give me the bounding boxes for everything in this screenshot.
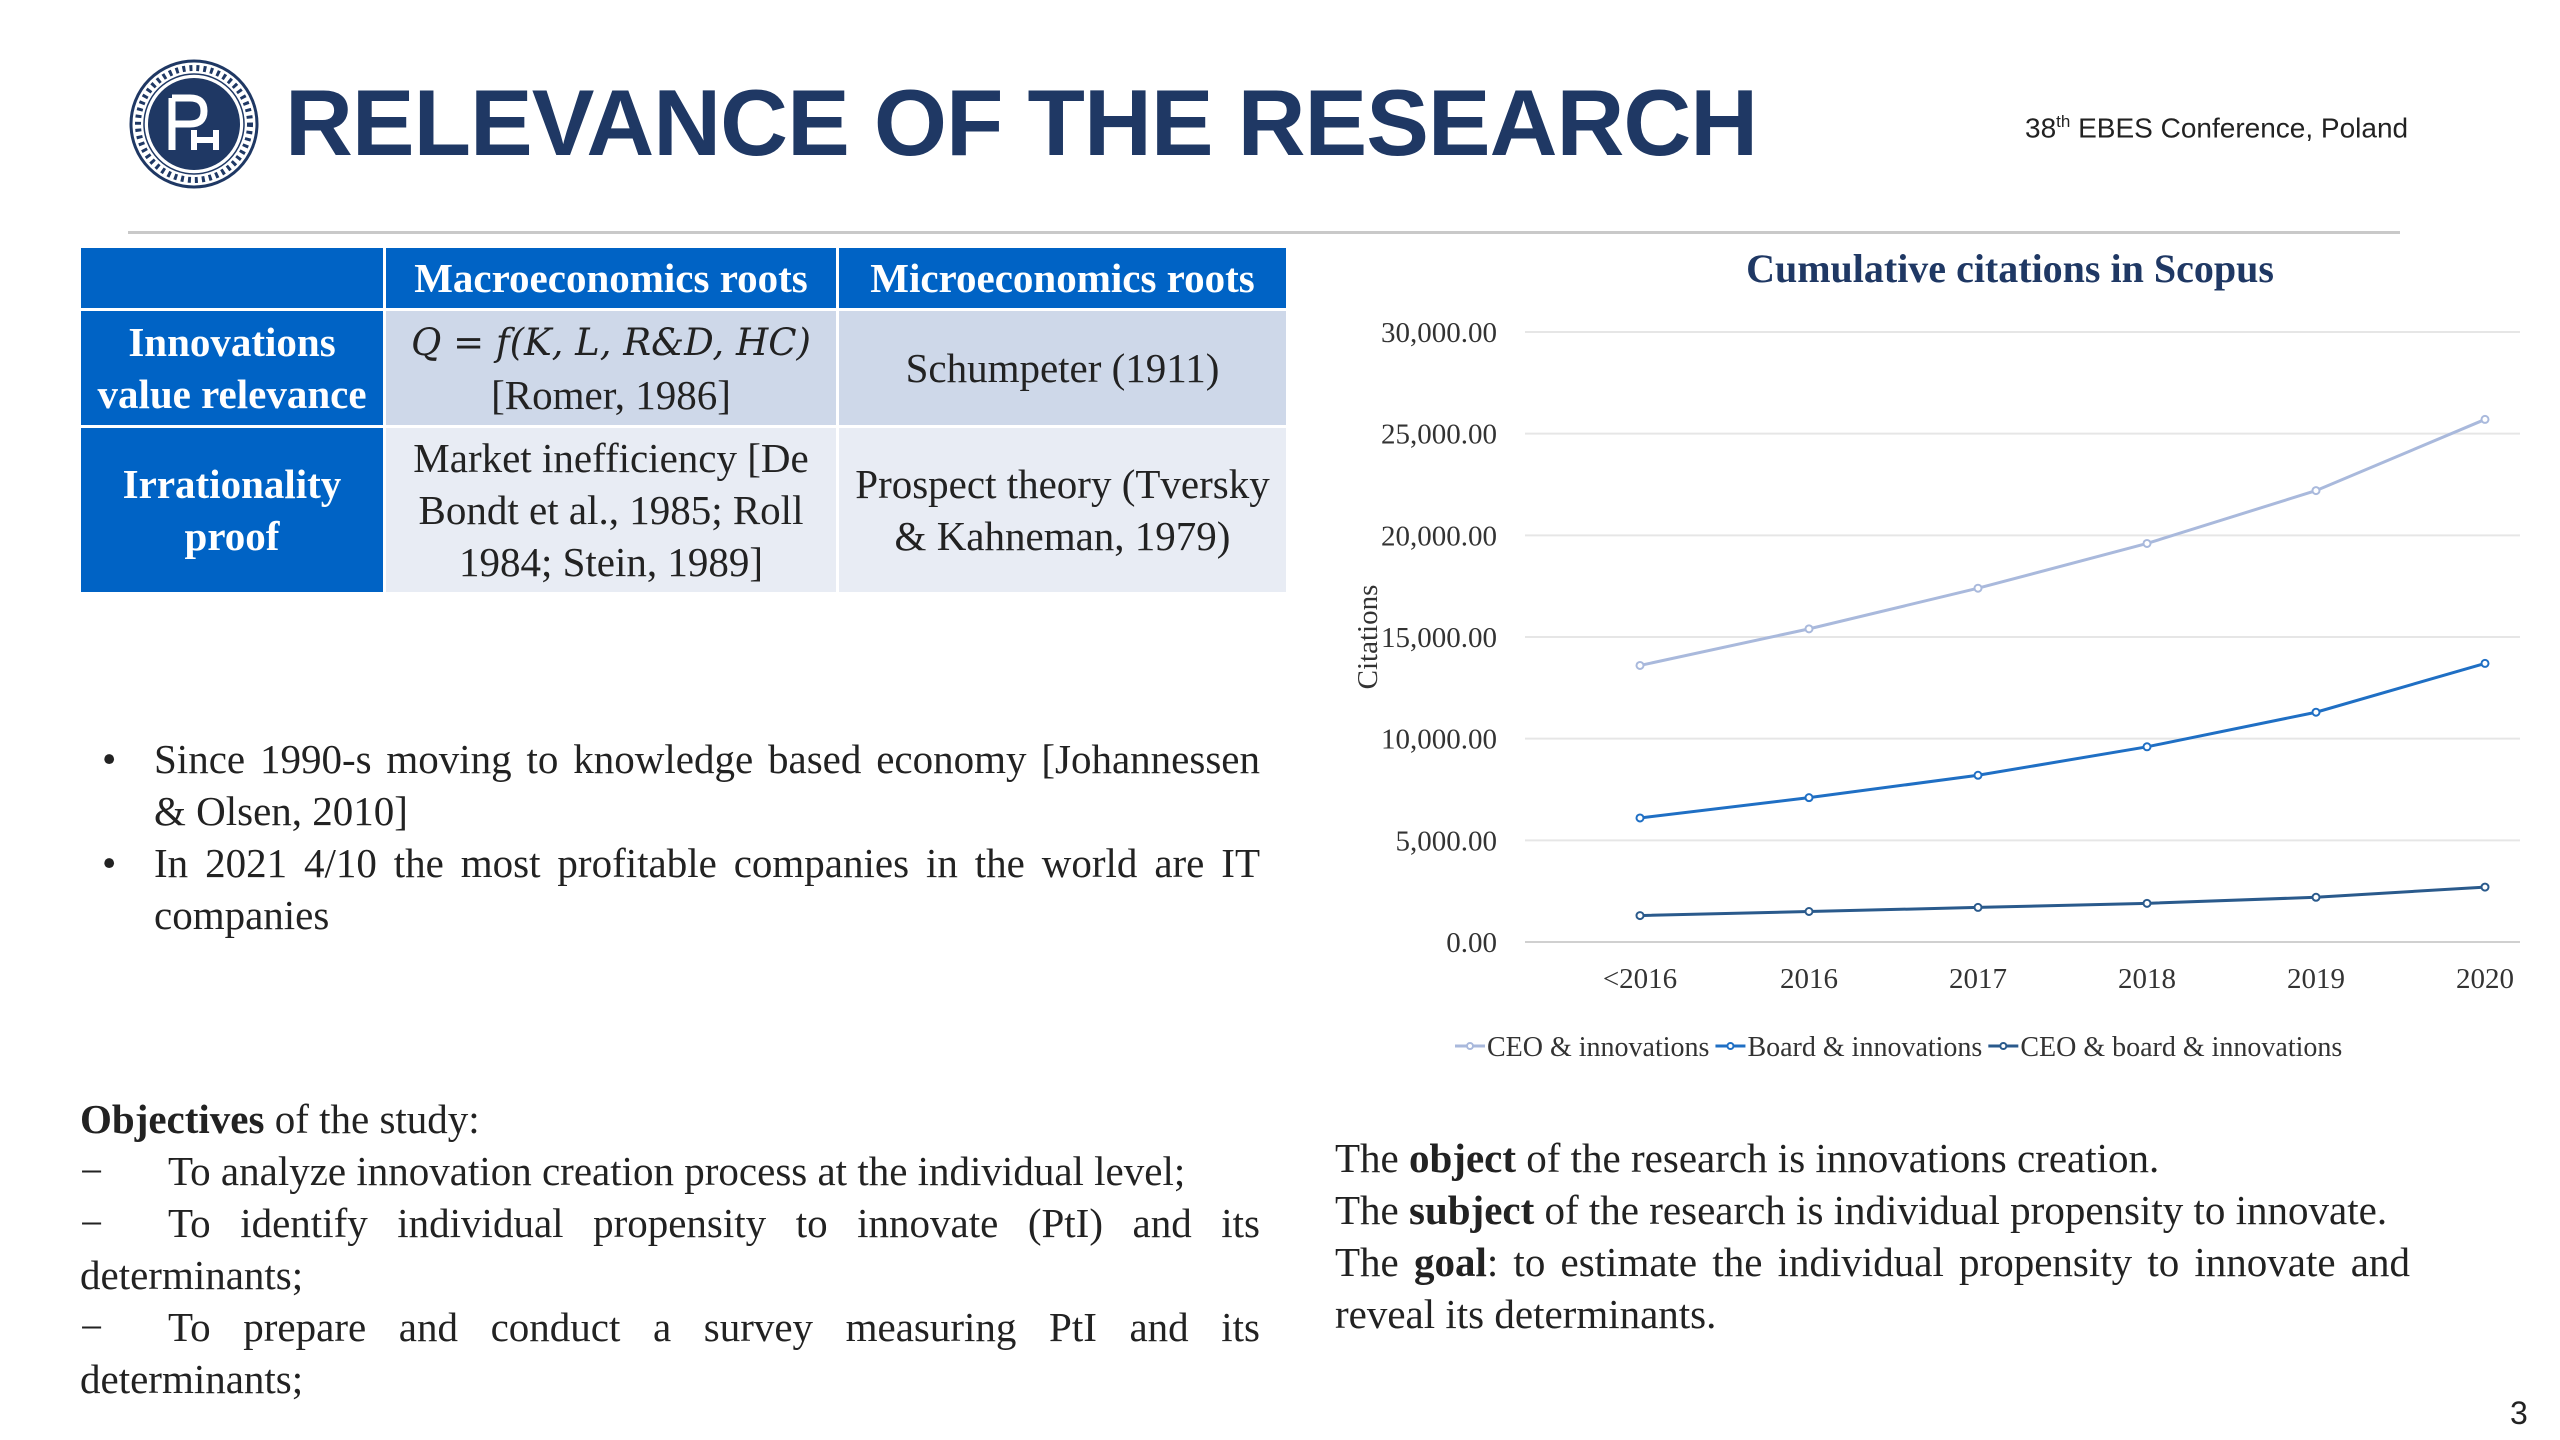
objectives-heading-bold: Objectives bbox=[80, 1096, 265, 1142]
y-tick-label: 15,000.00 bbox=[1381, 622, 1497, 654]
legend-marker bbox=[1726, 1042, 1735, 1050]
cell-micro-irrationality: Prospect theory (Tversky & Kahneman, 197… bbox=[836, 425, 1289, 595]
conference-name: EBES Conference, Poland bbox=[2070, 112, 2409, 144]
data-point bbox=[1635, 813, 1645, 823]
objective-text: To identify individual propensity to inn… bbox=[80, 1200, 1260, 1298]
objective-item: − To identify individual propensity to in… bbox=[80, 1197, 1260, 1301]
cell-macro-innovations: Q = f(K, L, R&D, HC) [Romer, 1986] bbox=[383, 308, 839, 428]
x-tick-label: <2016 bbox=[1603, 963, 1677, 995]
table-row: Irrationality proof Market inefficiency … bbox=[78, 425, 1289, 595]
data-point bbox=[2311, 892, 2321, 902]
data-point bbox=[2311, 486, 2321, 496]
series-line bbox=[1639, 661, 2486, 820]
cell-micro-innovations: Schumpeter (1911) bbox=[836, 308, 1289, 428]
y-tick-label: 30,000.00 bbox=[1381, 317, 1497, 349]
data-point bbox=[2142, 538, 2152, 548]
legend-marker bbox=[1999, 1042, 2008, 1050]
data-point bbox=[1973, 902, 1983, 912]
cell-macro-irrationality: Market inefficiency [De Bondt et al., 19… bbox=[383, 425, 839, 595]
object-post: of the research is innovations creation. bbox=[1516, 1135, 2160, 1181]
research-definition-block: The object of the research is innovation… bbox=[1335, 1132, 2410, 1340]
goal-sentence: The goal: to estimate the individual pro… bbox=[1335, 1236, 2410, 1340]
objective-item: − To analyze innovation creation process … bbox=[80, 1145, 1260, 1197]
data-point bbox=[2142, 742, 2152, 752]
university-logo bbox=[129, 59, 259, 189]
row-label-innovations: Innovations value relevance bbox=[78, 308, 386, 428]
object-pre: The bbox=[1335, 1135, 1409, 1181]
legend-marker bbox=[1466, 1042, 1474, 1050]
romer-reference: [Romer, 1986] bbox=[491, 372, 731, 418]
table-corner-cell bbox=[78, 245, 386, 311]
header-macro: Macroeconomics roots bbox=[383, 245, 839, 311]
subject-pre: The bbox=[1335, 1187, 1409, 1233]
row-label-irrationality: Irrationality proof bbox=[78, 425, 386, 595]
data-point bbox=[1635, 660, 1645, 670]
data-point bbox=[2480, 658, 2490, 668]
chart-title: Cumulative citations in Scopus bbox=[1746, 246, 2274, 291]
objectives-heading: Objectives of the study: bbox=[80, 1093, 1260, 1145]
objectives-heading-rest: of the study: bbox=[264, 1096, 480, 1142]
x-tick-label: 2020 bbox=[2456, 963, 2514, 995]
subject-sentence: The subject of the research is individua… bbox=[1335, 1184, 2410, 1236]
data-point bbox=[1635, 911, 1645, 921]
conference-ordinal: th bbox=[2056, 112, 2071, 131]
conference-label: 38th EBES Conference, Poland bbox=[2025, 112, 2408, 144]
legend-label: CEO & innovations bbox=[1487, 1032, 1709, 1063]
object-sentence: The object of the research is innovation… bbox=[1335, 1132, 2410, 1184]
goal-bold: goal bbox=[1413, 1239, 1487, 1285]
data-point bbox=[2480, 882, 2490, 892]
data-point bbox=[1973, 770, 1983, 780]
y-tick-label: 20,000.00 bbox=[1381, 520, 1497, 552]
objective-text: To prepare and conduct a survey measurin… bbox=[80, 1304, 1260, 1402]
objectives-block: Objectives of the study: − To analyze inn… bbox=[80, 1093, 1260, 1405]
x-tick-label: 2017 bbox=[1949, 963, 2007, 995]
data-point bbox=[2480, 414, 2490, 424]
x-tick-label: 2016 bbox=[1780, 963, 1838, 995]
objective-item: − To prepare and conduct a survey measuri… bbox=[80, 1301, 1260, 1405]
object-bold: object bbox=[1409, 1135, 1517, 1181]
relevance-bullets: Since 1990-s moving to knowledge based e… bbox=[100, 733, 1260, 941]
citations-chart: Cumulative citations in Scopus 0.00 5,000.… bbox=[1352, 246, 2520, 1063]
objective-text: To analyze innovation creation process a… bbox=[168, 1148, 1186, 1194]
goal-pre: The bbox=[1335, 1239, 1414, 1285]
data-point bbox=[2311, 707, 2321, 717]
conference-number: 38 bbox=[2025, 112, 2057, 144]
table-header-row: Macroeconomics roots Microeconomics root… bbox=[78, 245, 1289, 311]
x-tick-label: 2018 bbox=[2118, 963, 2176, 995]
x-tick-label: 2019 bbox=[2287, 963, 2345, 995]
production-formula: Q = f(K, L, R&D, HC) bbox=[411, 321, 811, 364]
page-title: RELEVANCE OF THE RESEARCH bbox=[285, 70, 1758, 175]
y-tick-label: 25,000.00 bbox=[1381, 419, 1497, 451]
y-axis-label: Citations bbox=[1352, 585, 1384, 690]
goal-post: : to estimate the individual propensity … bbox=[1335, 1239, 2410, 1337]
subject-post: of the research is individual propensity… bbox=[1534, 1187, 2388, 1233]
dash-marker: − bbox=[80, 1304, 104, 1350]
data-point bbox=[1973, 583, 1983, 593]
dash-marker: − bbox=[80, 1148, 104, 1194]
series-line bbox=[1639, 885, 2486, 918]
list-item: Since 1990-s moving to knowledge based e… bbox=[100, 733, 1260, 837]
header-divider bbox=[128, 231, 2400, 234]
legend-label: CEO & board & innovations bbox=[2020, 1032, 2342, 1063]
y-tick-label: 0.00 bbox=[1446, 927, 1497, 959]
header-micro: Microeconomics roots bbox=[836, 245, 1289, 311]
list-item: In 2021 4/10 the most profitable compani… bbox=[100, 837, 1260, 941]
dash-marker: − bbox=[80, 1200, 104, 1246]
table-row: Innovations value relevance Q = f(K, L, … bbox=[78, 308, 1289, 428]
y-tick-label: 10,000.00 bbox=[1381, 724, 1497, 756]
y-tick-label: 5,000.00 bbox=[1396, 825, 1498, 857]
subject-bold: subject bbox=[1409, 1187, 1535, 1233]
series-line bbox=[1639, 418, 2486, 667]
page-number: 3 bbox=[2510, 1395, 2528, 1431]
roots-table: Macroeconomics roots Microeconomics root… bbox=[78, 245, 1289, 595]
legend-label: Board & innovations bbox=[1747, 1032, 1982, 1063]
data-point bbox=[2142, 898, 2152, 908]
data-point bbox=[1804, 793, 1814, 803]
data-point bbox=[1804, 624, 1814, 634]
data-point bbox=[1804, 907, 1814, 916]
